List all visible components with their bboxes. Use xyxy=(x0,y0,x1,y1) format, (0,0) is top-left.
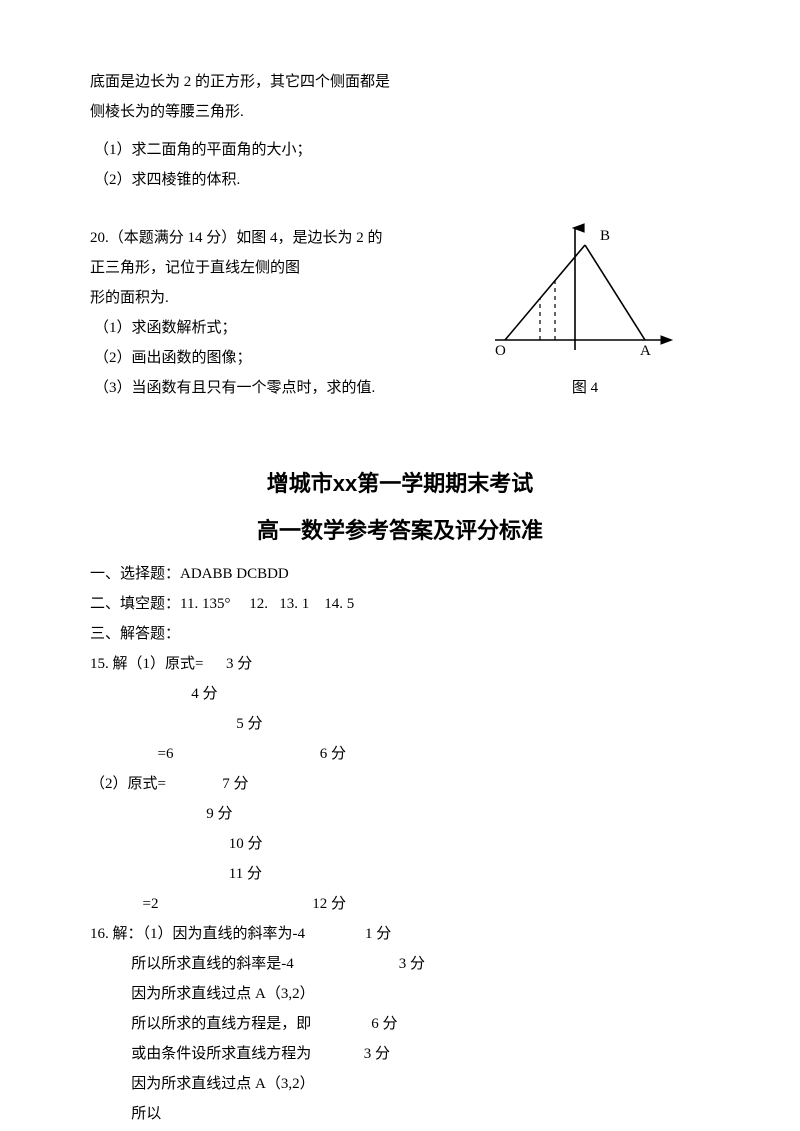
intro-sub-1: （1）求二面角的平面角的大小； xyxy=(90,138,710,162)
ans-16-7: 所以 xyxy=(90,1102,710,1126)
ans-section-2: 二、填空题：11. 135° 12. 13. 1 14. 5 xyxy=(90,592,710,616)
ans-section-3: 三、解答题： xyxy=(90,622,710,646)
ans-15-6: 9 分 xyxy=(90,802,710,826)
ans-16-4: 所以所求的直线方程是，即 6 分 xyxy=(90,1012,710,1036)
page-title-1: 增城市xx第一学期期末考试 xyxy=(90,466,710,501)
q20-line-3: 形的面积为. xyxy=(90,286,440,310)
q20-line-2: 正三角形，记位于直线左侧的图 xyxy=(90,256,440,280)
label-A: A xyxy=(640,343,651,359)
ans-15-5: （2）原式= 7 分 xyxy=(90,772,710,796)
label-B: B xyxy=(600,228,610,244)
q20-sub-2: （2）画出函数的图像； xyxy=(90,346,440,370)
intro-sub-2: （2）求四棱锥的体积. xyxy=(90,168,710,192)
figure-4-svg: B O A xyxy=(470,220,680,370)
ans-15-1: 15. 解（1）原式= 3 分 xyxy=(90,652,710,676)
figure-4: B O A 图 4 xyxy=(470,220,700,400)
ans-15-3: 5 分 xyxy=(90,712,710,736)
ans-16-2: 所以所求直线的斜率是-4 3 分 xyxy=(90,952,710,976)
ans-16-6: 因为所求直线过点 A（3,2） xyxy=(90,1072,710,1096)
q20-head: 20.（本题满分 14 分）如图 4，是边长为 2 的 xyxy=(90,226,440,250)
q20-sub-1: （1）求函数解析式； xyxy=(90,316,440,340)
page-title-2: 高一数学参考答案及评分标准 xyxy=(90,513,710,548)
ans-15-4: =6 6 分 xyxy=(90,742,710,766)
intro-line-1: 底面是边长为 2 的正方形，其它四个侧面都是 xyxy=(90,70,710,94)
label-O: O xyxy=(495,343,506,359)
ans-15-2: 4 分 xyxy=(90,682,710,706)
ans-16-3: 因为所求直线过点 A（3,2） xyxy=(90,982,710,1006)
ans-15-7: 10 分 xyxy=(90,832,710,856)
ans-15-8: 11 分 xyxy=(90,862,710,886)
figure-4-caption: 图 4 xyxy=(470,376,700,400)
ans-16-5: 或由条件设所求直线方程为 3 分 xyxy=(90,1042,710,1066)
question-20: 20.（本题满分 14 分）如图 4，是边长为 2 的 正三角形，记位于直线左侧… xyxy=(90,226,710,400)
ans-16-1: 16. 解：（1）因为直线的斜率为-4 1 分 xyxy=(90,922,710,946)
intro-line-2: 侧棱长为的等腰三角形. xyxy=(90,100,710,124)
ans-15-9: =2 12 分 xyxy=(90,892,710,916)
ans-section-1: 一、选择题：ADABB DCBDD xyxy=(90,562,710,586)
q20-sub-3: （3）当函数有且只有一个零点时，求的值. xyxy=(90,376,440,400)
